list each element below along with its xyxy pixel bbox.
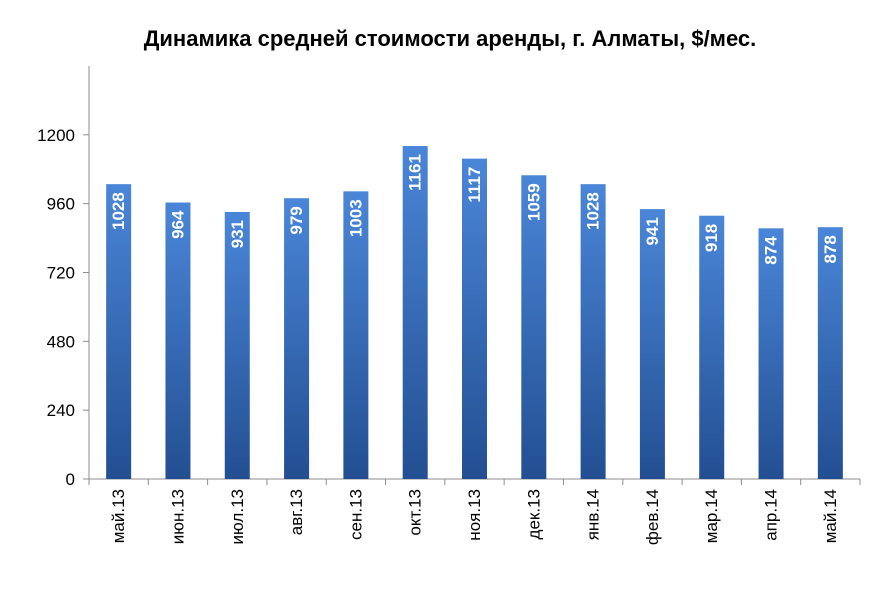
- bar: [758, 228, 784, 479]
- x-tick-label: авг.13: [287, 489, 306, 535]
- bar: [165, 202, 191, 479]
- bar: [402, 146, 428, 480]
- bar: [817, 227, 843, 479]
- data-label: 931: [228, 220, 247, 248]
- bar: [699, 215, 725, 479]
- x-tick-label: фев.14: [643, 489, 662, 545]
- bar: [343, 191, 369, 479]
- data-label: 874: [762, 236, 781, 265]
- x-tick-label: апр.14: [762, 489, 781, 541]
- chart-title: Динамика средней стоимости аренды, г. Ал…: [144, 26, 757, 51]
- data-label: 1028: [109, 192, 128, 230]
- data-label: 941: [643, 217, 662, 245]
- x-tick-label: дек.13: [524, 489, 543, 539]
- data-label: 1003: [346, 199, 365, 237]
- x-tick-label: мар.14: [702, 489, 721, 543]
- data-label: 979: [287, 206, 306, 234]
- bar: [462, 158, 487, 480]
- bar: [580, 184, 606, 480]
- x-tick-label: май.13: [109, 489, 128, 543]
- data-label: 1117: [465, 167, 484, 203]
- y-tick-label: 0: [66, 470, 75, 489]
- y-tick-label: 240: [47, 401, 75, 420]
- plot-area: 0 240 480 720 960 1200 1028 май.13 964 июн.13 931 и…: [37, 66, 861, 545]
- y-tick-label: 1200: [37, 126, 75, 145]
- data-label: 1028: [584, 192, 603, 230]
- y-tick-label: 720: [47, 264, 75, 283]
- bar: [224, 211, 250, 480]
- x-tick-label: ноя.13: [465, 489, 484, 541]
- x-tick-label: янв.14: [584, 489, 603, 540]
- data-label: 878: [821, 235, 840, 263]
- x-tick-label: июн.13: [168, 489, 187, 544]
- bar: [521, 175, 547, 479]
- bar: [639, 209, 665, 479]
- data-label: 964: [168, 210, 187, 239]
- x-tick-label: май.14: [821, 489, 840, 543]
- bar: [284, 198, 310, 480]
- y-tick-label: 960: [47, 195, 75, 214]
- y-tick-label: 480: [47, 332, 75, 351]
- bar: [106, 184, 132, 480]
- data-label: 1161: [406, 154, 425, 191]
- x-tick-label: сен.13: [346, 489, 365, 540]
- data-label: 918: [702, 224, 721, 252]
- x-tick-label: окт.13: [406, 489, 425, 536]
- data-label: 1059: [524, 183, 543, 221]
- x-tick-label: июл.13: [228, 489, 247, 544]
